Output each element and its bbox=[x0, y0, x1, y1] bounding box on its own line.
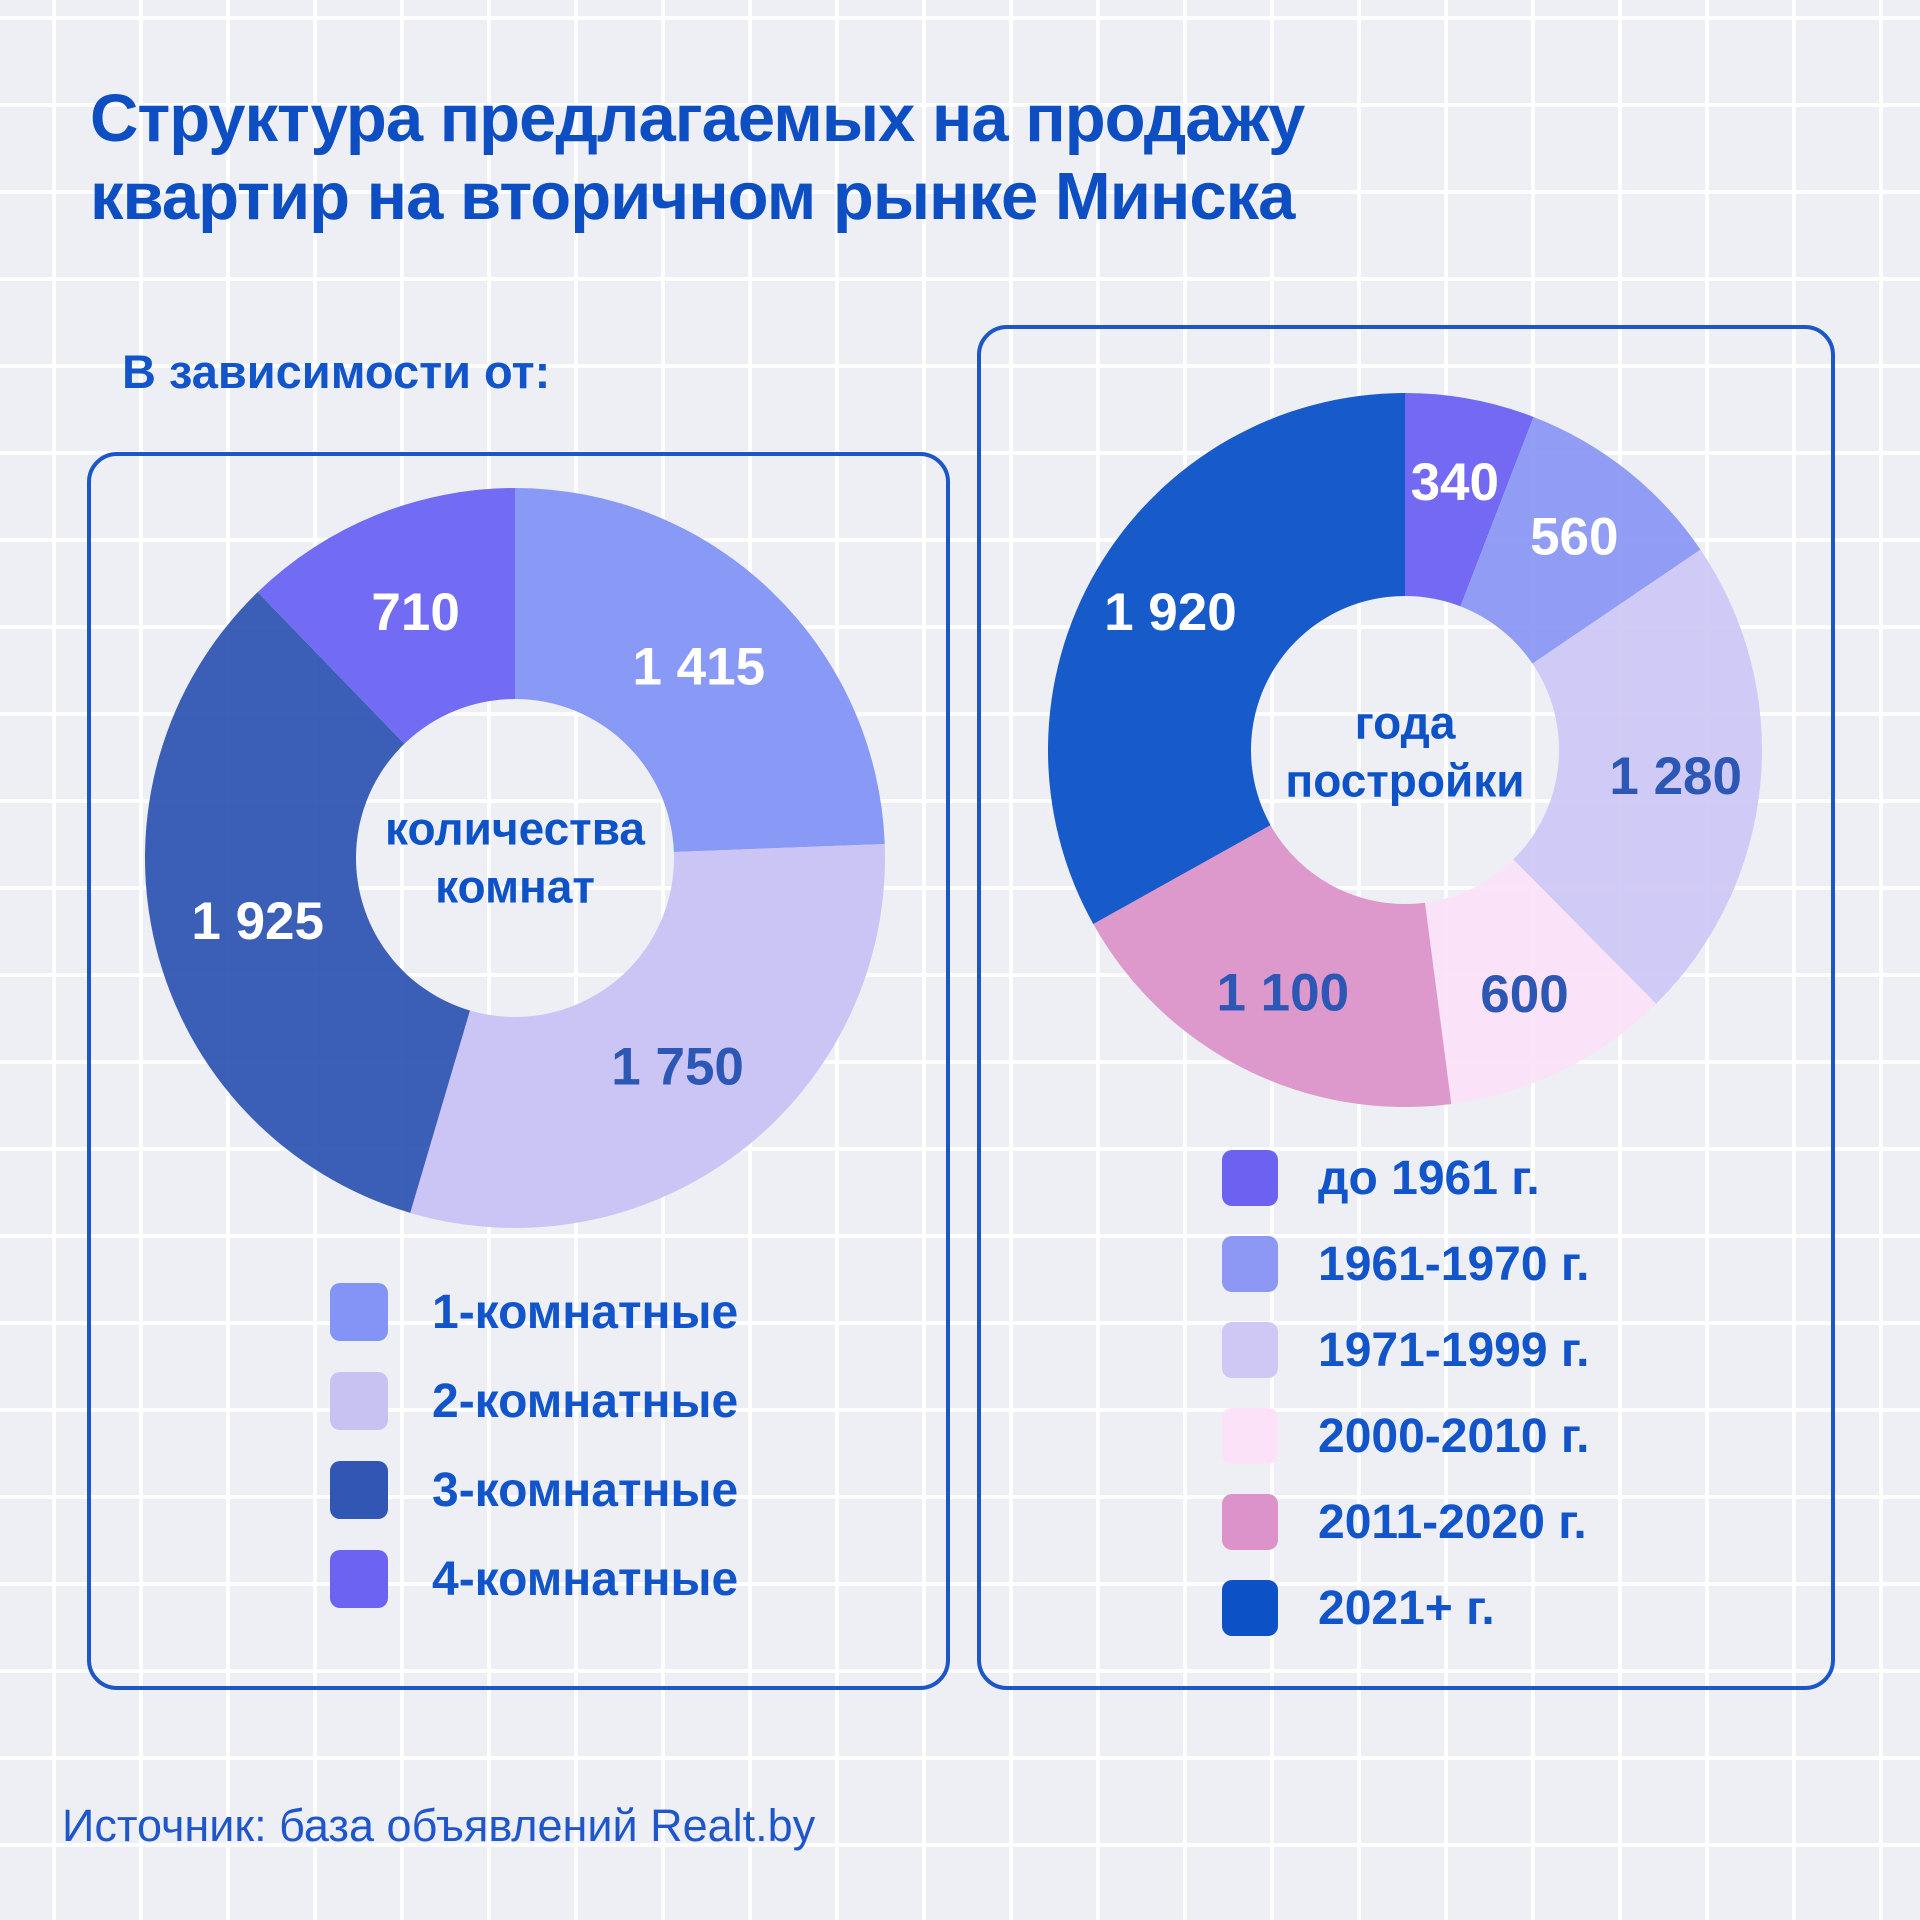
legend-item: 1961-1970 г. bbox=[1222, 1236, 1589, 1292]
rooms-center-line-2: комнат bbox=[435, 860, 595, 912]
legend-swatch bbox=[330, 1283, 388, 1341]
page-title-line-1: Структура предлагаемых на продажу bbox=[90, 81, 1305, 156]
years-chart-card bbox=[977, 325, 1835, 1690]
legend-label: 2011-2020 г. bbox=[1318, 1495, 1587, 1549]
years-center-line-2: постройки bbox=[1285, 754, 1525, 806]
legend-swatch bbox=[1222, 1408, 1278, 1464]
page-title-line-2: квартир на вторичном рынке Минска bbox=[90, 159, 1295, 235]
legend-item: 4-комнатные bbox=[330, 1550, 738, 1608]
page-subtitle: В зависимости от: bbox=[122, 345, 551, 398]
pie-slice-1 bbox=[410, 843, 885, 1228]
legend-item: 3-комнатные bbox=[330, 1461, 738, 1519]
legend-label: 2000-2010 г. bbox=[1318, 1409, 1590, 1463]
years-legend: до 1961 г. 1961-1970 г. 1971-1999 г. 200… bbox=[1222, 1150, 1589, 1636]
pie-slice-4 bbox=[1093, 825, 1452, 1107]
legend-item: до 1961 г. bbox=[1222, 1150, 1589, 1206]
legend-swatch bbox=[330, 1372, 388, 1430]
rooms-center-line-1: количества bbox=[385, 802, 645, 855]
legend-swatch bbox=[330, 1461, 388, 1519]
pie-slice-2 bbox=[1513, 549, 1762, 1004]
slice-value-label: 1 750 bbox=[611, 1038, 744, 1097]
pie-slice-5 bbox=[1048, 393, 1405, 925]
legend-item: 2000-2010 г. bbox=[1222, 1408, 1589, 1464]
slice-value-label: 710 bbox=[371, 583, 459, 642]
slice-value-label: 1 920 bbox=[1104, 583, 1237, 642]
legend-label: 4-комнатные bbox=[432, 1552, 739, 1606]
slice-value-label: 560 bbox=[1530, 508, 1618, 567]
pie-slice-3 bbox=[257, 488, 515, 744]
legend-swatch bbox=[1222, 1236, 1278, 1292]
pie-slice-3 bbox=[1424, 859, 1657, 1104]
legend-label: 2021+ г. bbox=[1318, 1581, 1495, 1635]
donut-chart-rooms: 1 415 1 750 1 925 710 bbox=[145, 488, 885, 1228]
rooms-chart-card bbox=[87, 452, 950, 1690]
pie-slice-2 bbox=[145, 592, 470, 1213]
page-title: Структура предлагаемых на продажу кварти… bbox=[90, 80, 1305, 237]
legend-item: 1-комнатные bbox=[330, 1283, 738, 1341]
source-note: Источник: база объявлений Realt.by bbox=[62, 1800, 816, 1851]
legend-item: 1971-1999 г. bbox=[1222, 1322, 1589, 1378]
legend-label: 1-комнатные bbox=[432, 1285, 739, 1339]
legend-label: 3-комнатные bbox=[432, 1463, 739, 1517]
rooms-legend: 1-комнатные 2-комнатные 3-комнатные 4-ко… bbox=[330, 1283, 738, 1608]
pie-slice-1 bbox=[1460, 416, 1701, 664]
pie-slice-0 bbox=[515, 488, 885, 852]
legend-swatch bbox=[1222, 1494, 1278, 1550]
legend-swatch bbox=[1222, 1150, 1278, 1206]
years-center-line-1: года bbox=[1354, 696, 1456, 749]
legend-label: 1971-1999 г. bbox=[1318, 1323, 1590, 1377]
legend-swatch bbox=[330, 1550, 388, 1608]
years-donut-center-label: года постройки bbox=[1285, 695, 1524, 810]
legend-label: 2-комнатные bbox=[432, 1374, 739, 1428]
slice-value-label: 340 bbox=[1411, 453, 1499, 512]
slice-value-label: 1 925 bbox=[191, 892, 324, 951]
pie-slice-0 bbox=[1405, 393, 1534, 607]
legend-label: до 1961 г. bbox=[1318, 1151, 1540, 1205]
slice-value-label: 600 bbox=[1480, 965, 1568, 1024]
legend-swatch bbox=[1222, 1580, 1278, 1636]
legend-label: 1961-1970 г. bbox=[1318, 1237, 1590, 1291]
slice-value-label: 1 280 bbox=[1609, 747, 1742, 806]
legend-item: 2021+ г. bbox=[1222, 1580, 1589, 1636]
legend-item: 2-комнатные bbox=[330, 1372, 738, 1430]
slice-value-label: 1 100 bbox=[1216, 964, 1349, 1023]
legend-item: 2011-2020 г. bbox=[1222, 1494, 1589, 1550]
slice-value-label: 1 415 bbox=[632, 638, 765, 697]
rooms-donut-center-label: количества комнат bbox=[385, 801, 645, 916]
donut-chart-years: 340 560 1 280 600 1 100 1 920 bbox=[1048, 393, 1762, 1107]
legend-swatch bbox=[1222, 1322, 1278, 1378]
